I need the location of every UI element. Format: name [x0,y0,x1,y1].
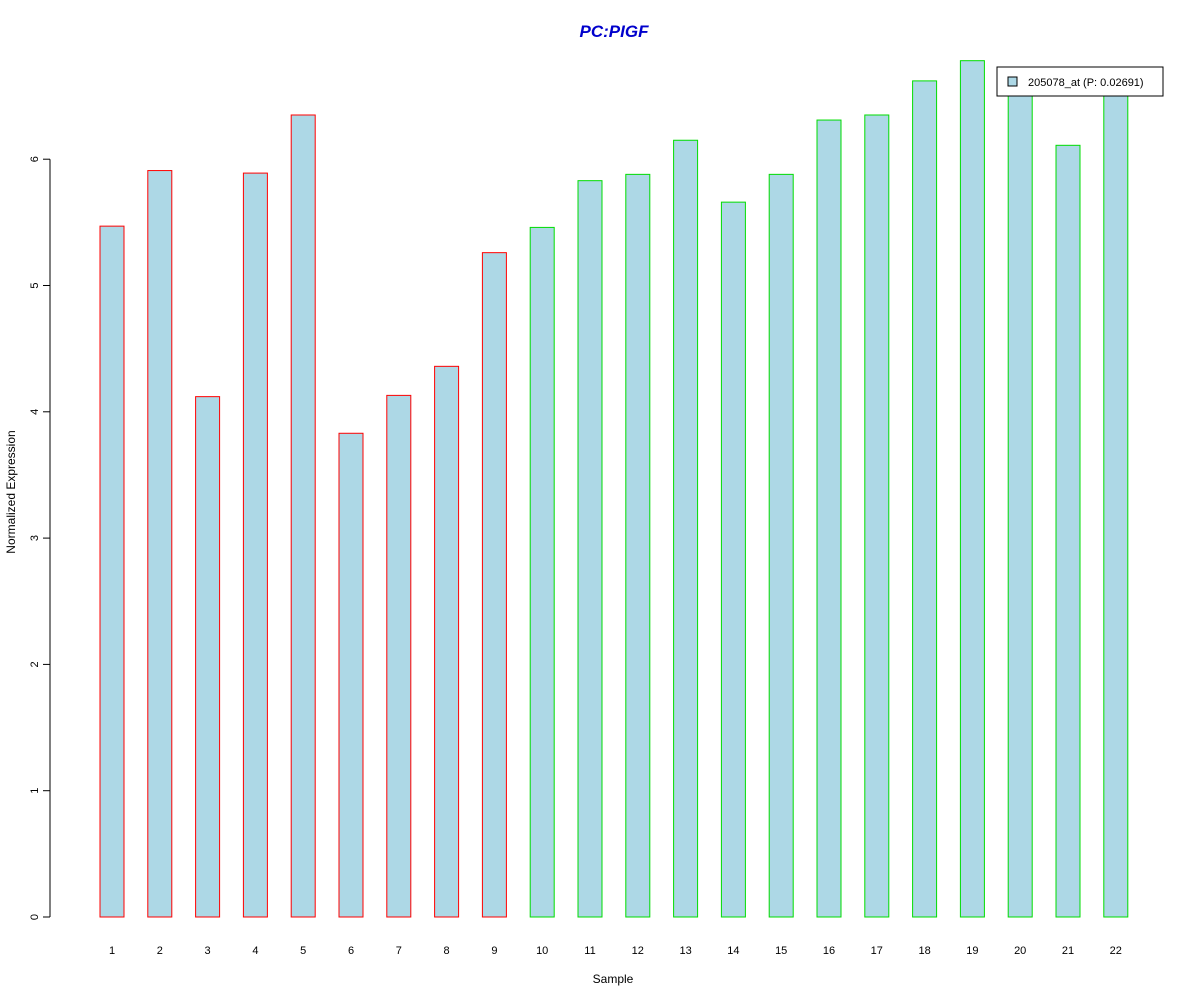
x-tick-label: 4 [252,945,258,957]
bar [195,396,221,918]
bar [1103,89,1129,918]
x-axis-label: Sample [593,972,634,986]
bar [1007,89,1033,918]
legend-box [996,66,1164,97]
bar [481,252,507,918]
y-tick-label: 1 [29,788,41,794]
bar [864,114,890,918]
bar [816,119,842,918]
x-tick-label: 5 [300,945,306,957]
bars [99,60,1129,918]
y-tick-label: 6 [29,156,41,162]
bar [768,173,794,918]
x-tick-label: 1 [109,945,115,957]
x-tick-label: 22 [1110,945,1122,957]
y-tick-label: 2 [29,661,41,667]
bar [529,226,555,918]
x-tick-label: 16 [823,945,835,957]
bar [577,180,603,918]
chart-title: PC:PIGF [580,22,650,41]
x-tick-label: 3 [205,945,211,957]
y-tick-label: 3 [29,535,41,541]
y-axis: 0 1 2 3 4 5 6 [29,156,51,920]
x-tick-label: 11 [584,945,595,957]
x-tick-label: 2 [157,945,163,957]
x-tick-label: 9 [491,945,497,957]
x-tick-label: 17 [871,945,883,957]
y-tick-label: 5 [29,282,41,288]
x-tick-label: 13 [679,945,691,957]
y-tick-label: 0 [29,914,41,920]
x-tick-label: 15 [775,945,787,957]
legend-swatch [1007,76,1018,87]
x-tick-label: 21 [1062,945,1074,957]
x-tick-label: 10 [536,945,548,957]
bar [99,225,125,918]
bar [959,60,985,918]
y-axis-label: Normalized Expression [4,430,18,553]
bar [290,114,316,918]
legend-label: 205078_at (P: 0.02691) [1028,77,1144,89]
x-tick-label: 8 [444,945,450,957]
x-tick-label: 12 [632,945,644,957]
bar [673,139,699,918]
bar [386,394,412,918]
bar [625,173,651,918]
x-tick-label: 18 [918,945,930,957]
bar [1055,144,1081,918]
bar [720,201,746,918]
x-tick-labels: 1 2 3 4 5 6 7 8 9 10 11 12 13 14 15 16 17 18 19 20 21 22 [109,945,1122,957]
bar [242,172,268,918]
bar [434,365,460,918]
bar [912,80,938,918]
x-tick-label: 14 [727,945,739,957]
y-tick-label: 4 [29,409,41,415]
x-tick-label: 6 [348,945,354,957]
legend: 205078_at (P: 0.02691) [996,66,1164,97]
x-tick-label: 20 [1014,945,1026,957]
x-tick-label: 19 [966,945,978,957]
bar [338,432,364,918]
x-tick-label: 7 [396,945,402,957]
bar [147,170,173,918]
